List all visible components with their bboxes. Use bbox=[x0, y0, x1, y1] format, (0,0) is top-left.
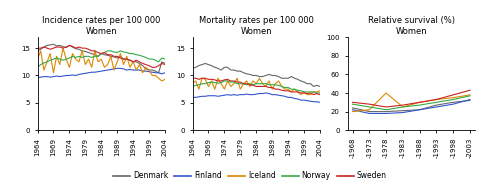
Legend: Denmark, Finland, Iceland, Norway, Sweden: Denmark, Finland, Iceland, Norway, Swede… bbox=[113, 171, 387, 180]
Title: Incidence rates per 100 000
Women: Incidence rates per 100 000 Women bbox=[42, 16, 160, 36]
Title: Mortality rates per 100 000
Women: Mortality rates per 100 000 Women bbox=[199, 16, 314, 36]
Title: Relative survival (%)
Women: Relative survival (%) Women bbox=[368, 16, 455, 36]
